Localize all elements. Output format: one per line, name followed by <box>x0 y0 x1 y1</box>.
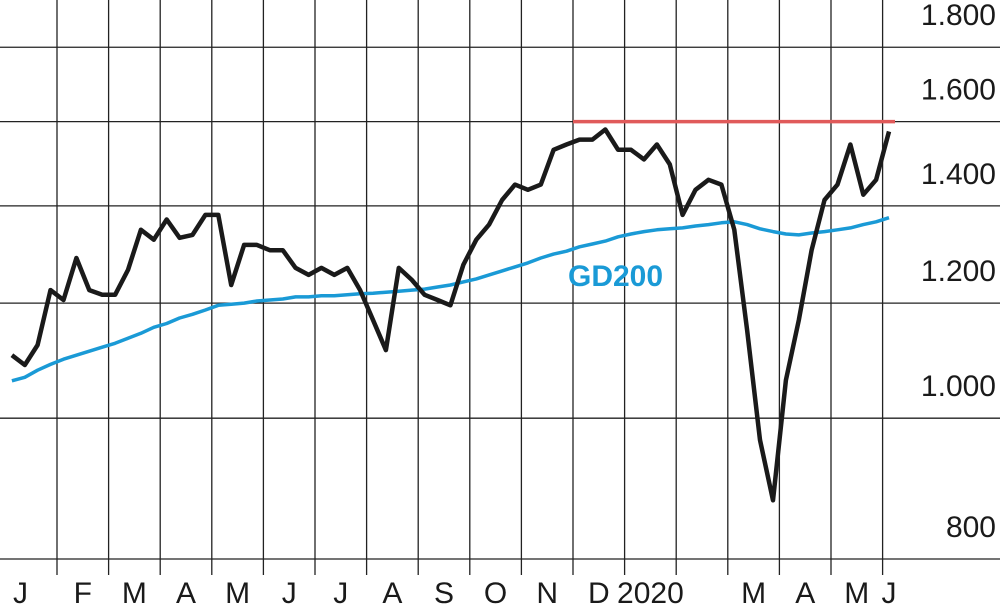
y-tick-label: 1.200 <box>921 255 996 288</box>
x-tick-label: O <box>484 577 507 610</box>
y-tick-label: 1.800 <box>921 0 996 32</box>
series-line <box>11 216 890 383</box>
x-tick-label: S <box>434 577 454 610</box>
x-tick-label: 2020 <box>617 577 684 610</box>
grid <box>0 0 1000 575</box>
x-tick-label: J <box>333 577 348 610</box>
y-tick-label: 800 <box>946 511 996 544</box>
x-tick-label: M <box>741 577 766 610</box>
series-line <box>10 127 892 503</box>
x-tick-label: M <box>122 577 147 610</box>
x-tick-label: M <box>225 577 250 610</box>
y-tick-label: 1.000 <box>921 370 996 403</box>
y-tick-label: 1.400 <box>921 158 996 191</box>
x-tick-label: J <box>882 577 897 610</box>
series-label: GD200 <box>568 260 663 293</box>
x-tick-label: D <box>588 577 610 610</box>
x-tick-label: J <box>282 577 297 610</box>
x-tick-label: A <box>176 577 196 610</box>
x-tick-label: J <box>13 577 28 610</box>
y-tick-label: 1.600 <box>921 74 996 107</box>
x-tick-label: A <box>382 577 402 610</box>
x-tick-label: F <box>74 577 92 610</box>
x-tick-label: M <box>844 577 869 610</box>
x-tick-label: A <box>795 577 815 610</box>
x-tick-label: N <box>536 577 558 610</box>
